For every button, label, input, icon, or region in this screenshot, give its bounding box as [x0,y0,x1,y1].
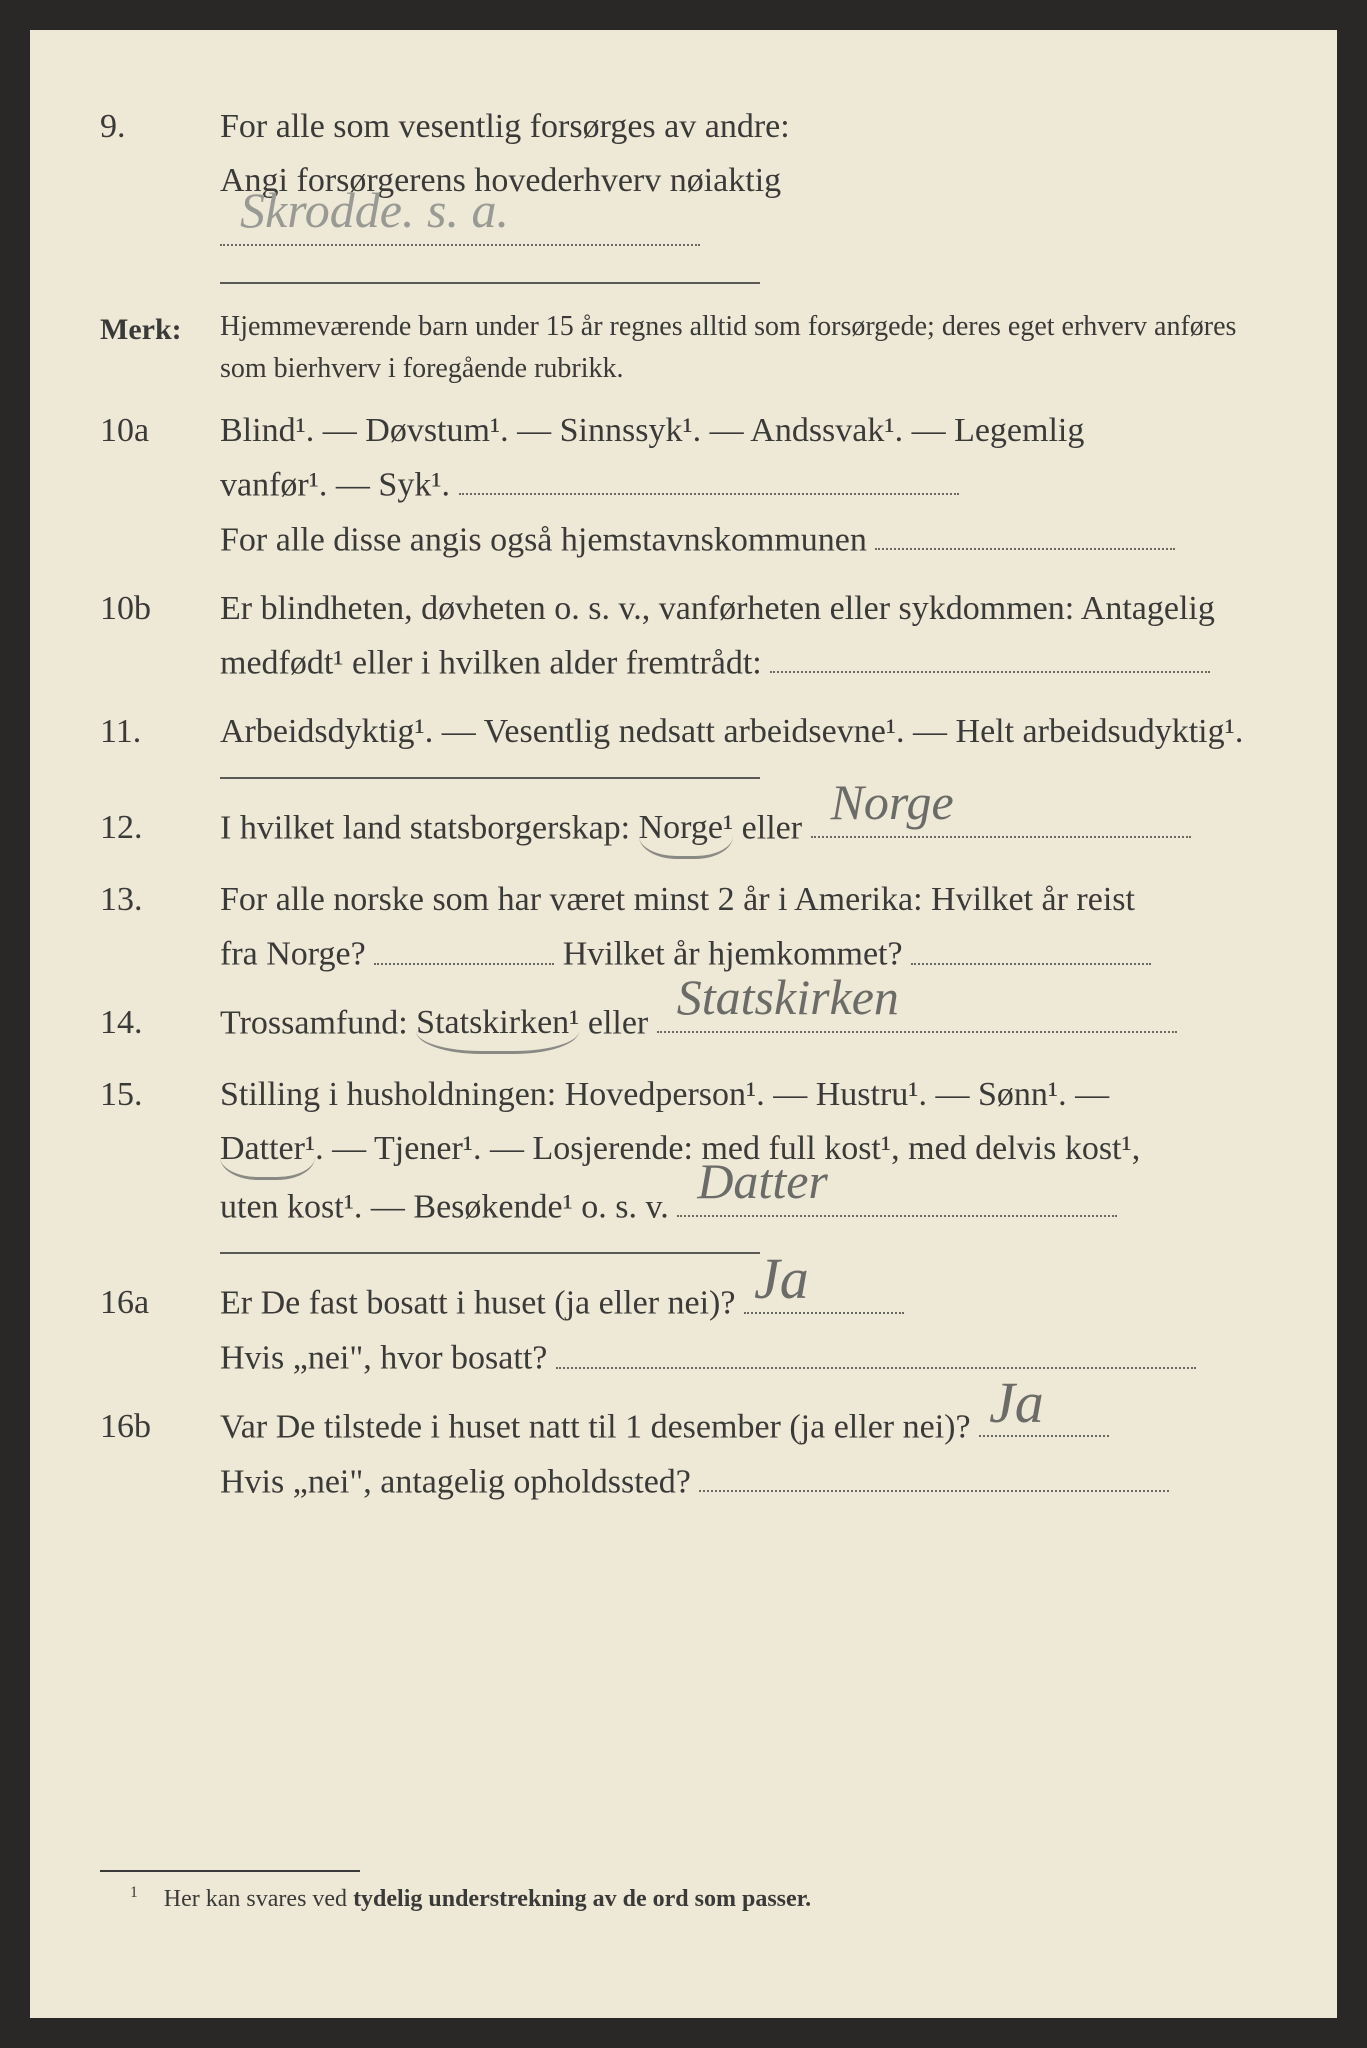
q13-blank1 [374,927,554,964]
q16a-number: 16a [100,1276,220,1330]
footnote-text-a: Her kan svares ved [164,1886,353,1912]
q16b-line2-wrap: Hvis „nei", antagelig opholdssted? [220,1455,1257,1510]
q9-answer-line: Skrodde. s. a. [220,209,700,246]
q16b-answer: Ja [989,1357,1044,1450]
q10b-blank [770,636,1210,673]
q12-body: I hvilket land statsborgerskap: Norge¹ e… [220,801,1257,859]
q15-number: 15. [100,1068,220,1122]
q10b-number: 10b [100,582,220,636]
divider-2 [220,777,760,779]
divider-1 [220,282,760,284]
q15-body: Stilling i husholdningen: Hovedperson¹. … [220,1068,1257,1235]
question-10b: 10b Er blindheten, døvheten o. s. v., va… [100,582,1257,691]
q16b-text2: Hvis „nei", antagelig opholdssted? [220,1463,691,1500]
q15-answer: Datter [697,1141,828,1221]
question-15: 15. Stilling i husholdningen: Hovedperso… [100,1068,1257,1235]
question-9: 9. For alle som vesentlig forsørges av a… [100,100,1257,264]
q10a-line3: For alle disse angis også hjemstavnskomm… [220,521,867,558]
q16b-answer-line: Ja [979,1400,1109,1437]
q14-body: Trossamfund: Statskirken¹ eller Statskir… [220,996,1257,1054]
question-11: 11. Arbeidsdyktig¹. — Vesentlig nedsatt … [100,705,1257,759]
q9-line1: For alle som vesentlig forsørges av andr… [220,100,1257,154]
footnote-text-b: tydelig understrekning av de ord som pas… [353,1886,811,1912]
q13-text2a: fra Norge? [220,936,366,973]
q15-line1: Stilling i husholdningen: Hovedperson¹. … [220,1068,1257,1122]
q12-answer: Norge [831,762,954,842]
q12-text-b: eller [742,809,802,846]
q13-blank2 [911,927,1151,964]
q10b-line2: medfødt¹ eller i hvilken alder fremtrådt… [220,644,762,681]
q16b-blank2 [699,1455,1169,1492]
q15-datter-underlined: Datter¹ [220,1122,315,1179]
footnote: 1 Her kan svares ved tydelig understrekn… [100,1884,1257,1913]
question-16b: 16b Var De tilstede i huset natt til 1 d… [100,1400,1257,1510]
q13-line1: For alle norske som har været minst 2 år… [220,873,1257,927]
q12-text-a: I hvilket land statsborgerskap: [220,809,639,846]
q14-number: 14. [100,996,220,1050]
q16a-body: Er De fast bosatt i huset (ja eller nei)… [220,1276,1257,1386]
q9-body: For alle som vesentlig forsørges av andr… [220,100,1257,264]
q16b-number: 16b [100,1400,220,1454]
q15-line3-wrap: uten kost¹. — Besøkende¹ o. s. v. Datter [220,1180,1257,1235]
q12-norge-underlined: Norge¹ [639,801,734,858]
q9-line2-wrap: Angi forsørgerens hovederhverv nøiaktig … [220,154,1257,263]
q12-number: 12. [100,801,220,855]
q16a-text2: Hvis „nei", hvor bosatt? [220,1340,547,1377]
q10b-line2-wrap: medfødt¹ eller i hvilken alder fremtrådt… [220,636,1257,691]
q16a-blank2 [556,1331,1196,1368]
q14-stats-underlined: Statskirken¹ [416,996,579,1053]
q11-number: 11. [100,705,220,759]
q14-text-a: Trossamfund: [220,1004,416,1041]
q10a-number: 10a [100,404,220,458]
q9-number: 9. [100,100,220,154]
question-14: 14. Trossamfund: Statskirken¹ eller Stat… [100,996,1257,1054]
q16b-body: Var De tilstede i huset natt til 1 desem… [220,1400,1257,1510]
question-16a: 16a Er De fast bosatt i huset (ja eller … [100,1276,1257,1386]
q14-answer-line: Statskirken [657,996,1177,1033]
q10a-blank1 [459,458,959,495]
footnote-rule [100,1870,360,1872]
merk-row: Merk: Hjemmeværende barn under 15 år reg… [100,306,1257,390]
merk-text: Hjemmeværende barn under 15 år regnes al… [220,306,1257,390]
q10a-line2: vanfør¹. — Syk¹. [220,466,450,503]
divider-3 [220,1252,760,1254]
q16a-text1: Er De fast bosatt i huset (ja eller nei)… [220,1285,735,1322]
q11-text: Arbeidsdyktig¹. — Vesentlig nedsatt arbe… [220,705,1257,759]
q16a-line1-wrap: Er De fast bosatt i huset (ja eller nei)… [220,1276,1257,1331]
q10a-line1: Blind¹. — Døvstum¹. — Sinnssyk¹. — Andss… [220,404,1257,458]
question-10a: 10a Blind¹. — Døvstum¹. — Sinnssyk¹. — A… [100,404,1257,568]
q12-answer-line: Norge [811,801,1191,838]
q16a-answer: Ja [754,1233,809,1326]
q14-text-b: eller [588,1004,648,1041]
q16a-line2-wrap: Hvis „nei", hvor bosatt? [220,1331,1257,1386]
census-form-page: 9. For alle som vesentlig forsørges av a… [30,30,1337,2018]
q13-number: 13. [100,873,220,927]
q10b-line1: Er blindheten, døvheten o. s. v., vanfør… [220,582,1257,636]
question-12: 12. I hvilket land statsborgerskap: Norg… [100,801,1257,859]
q16a-answer-line: Ja [744,1276,904,1313]
q15-answer-line: Datter [677,1180,1117,1217]
q16b-line1-wrap: Var De tilstede i huset natt til 1 desem… [220,1400,1257,1455]
footnote-marker: 1 [130,1884,138,1901]
q10a-blank2 [875,513,1175,550]
q10a-line2-wrap: vanfør¹. — Syk¹. [220,458,1257,513]
q10a-body: Blind¹. — Døvstum¹. — Sinnssyk¹. — Andss… [220,404,1257,568]
q10a-line3-wrap: For alle disse angis også hjemstavnskomm… [220,513,1257,568]
merk-label: Merk: [100,306,220,354]
q15-text3: uten kost¹. — Besøkende¹ o. s. v. [220,1188,669,1225]
q16b-text1: Var De tilstede i huset natt til 1 desem… [220,1408,971,1445]
q10b-body: Er blindheten, døvheten o. s. v., vanfør… [220,582,1257,691]
q9-answer: Skrodde. s. a. [240,170,509,250]
q14-answer: Statskirken [677,957,899,1037]
